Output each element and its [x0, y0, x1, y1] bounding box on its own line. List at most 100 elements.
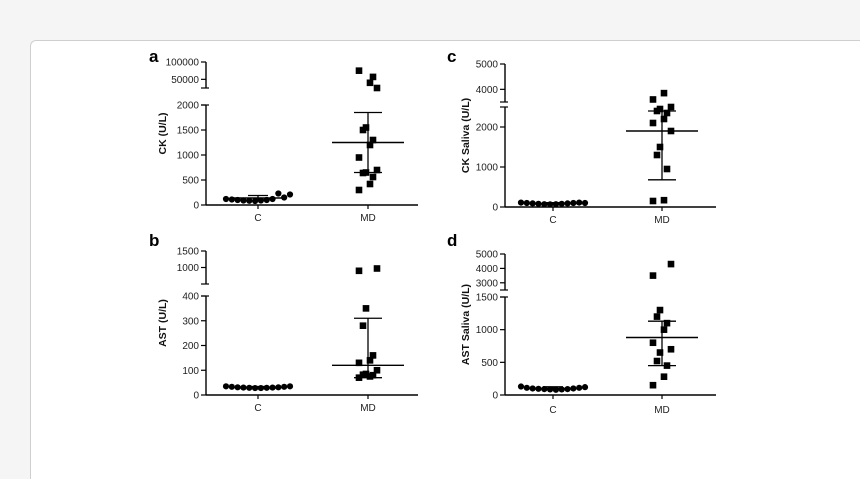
- data-point-MD: [667, 260, 675, 268]
- data-point-MD: [355, 359, 363, 367]
- data-point-C: [581, 199, 589, 207]
- data-point-MD: [355, 267, 363, 275]
- data-point-MD: [660, 115, 668, 123]
- data-point-MD: [366, 79, 374, 87]
- y-tick-label: 500: [481, 358, 498, 369]
- data-point-C: [228, 383, 235, 390]
- y-tick-label: 1000: [476, 163, 499, 174]
- y-tick-label: 5000: [476, 60, 499, 71]
- y-axis-label: CK (U/L): [157, 113, 169, 155]
- data-point-MD: [369, 371, 377, 379]
- y-tick-label: 300: [182, 316, 199, 327]
- data-point-MD: [369, 136, 377, 144]
- x-tick-label: MD: [654, 215, 670, 226]
- data-point-MD: [663, 319, 671, 327]
- data-point-MD: [366, 180, 374, 188]
- data-point-MD: [355, 186, 363, 194]
- y-tick-label: 1000: [476, 325, 499, 336]
- data-point-MD: [362, 305, 370, 312]
- y-tick-label: 5000: [476, 250, 499, 261]
- y-tick-label: 1000: [177, 151, 200, 162]
- data-point-C: [523, 199, 530, 207]
- data-point-MD: [653, 313, 661, 320]
- x-tick-label: MD: [360, 213, 376, 224]
- data-point-MD: [656, 306, 664, 314]
- data-point-C: [286, 383, 294, 390]
- data-point-MD: [667, 103, 675, 111]
- data-point-MD: [366, 357, 374, 364]
- data-point-C: [523, 384, 530, 391]
- y-tick-label: 0: [492, 203, 498, 214]
- data-point-C: [581, 384, 589, 391]
- data-point-C: [517, 199, 525, 206]
- x-tick-label: MD: [654, 405, 670, 413]
- data-point-MD: [362, 370, 370, 378]
- data-point-MD: [355, 67, 363, 74]
- panel-c: c CK Saliva (U/L) 0 1000 2000 4000 5000 C MD: [447, 50, 716, 226]
- y-tick-label: 100000: [166, 58, 200, 69]
- data-point-MD: [369, 352, 377, 359]
- data-point-MD: [663, 109, 671, 117]
- panel-letter: a: [149, 50, 159, 66]
- data-point-C: [281, 383, 288, 390]
- data-point-MD: [656, 349, 664, 356]
- data-point-MD: [649, 197, 657, 205]
- data-point-MD: [660, 373, 668, 381]
- y-axis-label: AST (U/L): [157, 299, 169, 347]
- data-point-MD: [366, 141, 374, 149]
- data-point-MD: [649, 119, 657, 127]
- data-point-MD: [656, 143, 664, 151]
- data-point-C: [576, 199, 583, 206]
- data-point-MD: [359, 322, 367, 329]
- data-point-MD: [660, 89, 668, 97]
- panel-letter: d: [447, 231, 457, 250]
- panel-a: a CK (U/L) 0 500 1000 1500 2000 50000 100000 C MD: [149, 50, 418, 224]
- data-point-MD: [369, 173, 377, 181]
- data-point-MD: [649, 96, 657, 103]
- data-point-MD: [373, 265, 381, 272]
- y-tick-label: 400: [182, 292, 199, 303]
- data-point-MD: [355, 154, 363, 161]
- data-point-C: [222, 383, 230, 390]
- data-point-C: [281, 194, 288, 201]
- data-point-MD: [373, 166, 381, 174]
- panel-b: b AST (U/L) 0 100 200 300 400 1000 1500 C MD: [149, 231, 418, 413]
- data-point-C: [240, 197, 247, 204]
- y-tick-label: 4000: [476, 85, 499, 96]
- data-point-MD: [649, 339, 657, 347]
- y-tick-label: 4000: [476, 264, 499, 275]
- y-tick-label: 1500: [177, 247, 200, 258]
- x-tick-label: MD: [360, 403, 376, 413]
- y-tick-label: 0: [492, 391, 498, 402]
- x-tick-label: C: [254, 403, 261, 413]
- data-point-MD: [660, 196, 668, 204]
- data-point-C: [275, 190, 282, 197]
- y-tick-label: 3000: [476, 278, 499, 289]
- y-axis-label: AST Saliva (U/L): [460, 284, 472, 365]
- y-tick-label: 50000: [171, 75, 199, 86]
- data-point-MD: [667, 345, 675, 353]
- data-point-C: [286, 191, 294, 198]
- y-tick-label: 1500: [177, 126, 200, 137]
- data-point-MD: [373, 84, 381, 92]
- data-point-C: [517, 383, 525, 390]
- y-tick-label: 100: [182, 366, 199, 377]
- y-tick-label: 200: [182, 341, 199, 352]
- data-point-C: [269, 195, 276, 203]
- x-tick-label: C: [549, 405, 556, 413]
- y-tick-label: 1500: [476, 293, 499, 304]
- data-point-MD: [653, 151, 661, 159]
- data-point-MD: [663, 165, 671, 173]
- data-point-MD: [653, 357, 661, 365]
- data-point-MD: [373, 366, 381, 374]
- y-tick-label: 2000: [177, 101, 200, 112]
- data-point-MD: [649, 381, 657, 389]
- x-tick-label: C: [254, 213, 261, 224]
- data-point-MD: [649, 272, 657, 279]
- y-axis-label: CK Saliva (U/L): [460, 98, 472, 173]
- y-tick-label: 2000: [476, 123, 499, 134]
- data-point-C: [576, 384, 583, 391]
- y-tick-label: 0: [193, 391, 199, 402]
- y-tick-label: 500: [182, 176, 199, 187]
